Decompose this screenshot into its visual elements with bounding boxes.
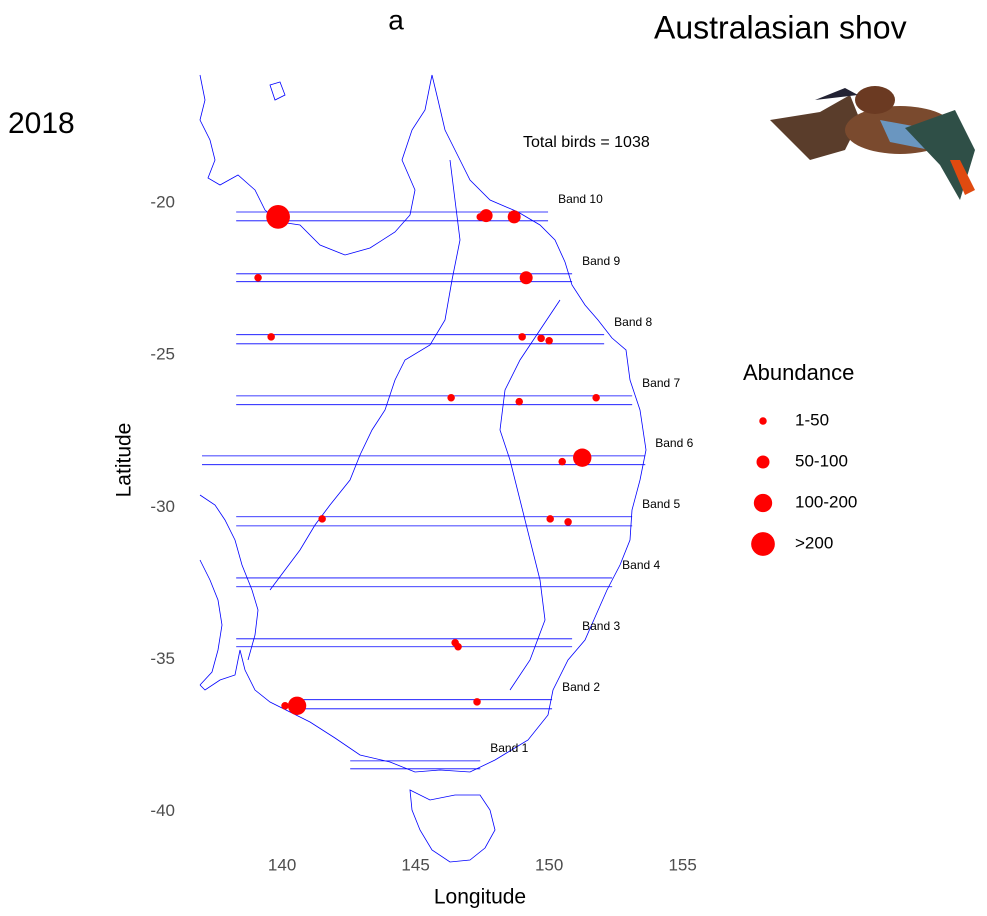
point — [592, 394, 600, 402]
x-tick-label: 140 — [268, 855, 296, 874]
chart-title: Australasian shov — [654, 9, 907, 45]
point — [573, 448, 591, 466]
x-tick-label: 150 — [535, 855, 563, 874]
y-axis-title: Latitude — [113, 423, 136, 498]
x-axis-title: Longitude — [434, 886, 526, 909]
point — [518, 333, 526, 341]
x-tick-label: 155 — [668, 855, 696, 874]
band-label: Band 8 — [614, 315, 652, 329]
point — [281, 702, 289, 710]
legend-marker — [751, 532, 775, 556]
band-label: Band 1 — [490, 741, 528, 755]
point — [266, 205, 290, 229]
point — [515, 398, 523, 406]
legend-label: 100-200 — [795, 492, 857, 511]
band-label: Band 5 — [642, 497, 680, 511]
point — [558, 458, 566, 466]
band-label: Band 7 — [642, 376, 680, 390]
point — [288, 697, 306, 715]
duck-illustration — [770, 86, 975, 200]
point — [564, 518, 572, 526]
band-label: Band 3 — [582, 619, 620, 633]
point — [254, 274, 262, 282]
point — [454, 643, 462, 651]
y-tick-label: -30 — [150, 497, 175, 516]
legend-marker — [757, 456, 770, 469]
panel-label: a — [388, 4, 404, 35]
legend-label: 50-100 — [795, 451, 848, 470]
y-tick-label: -35 — [150, 649, 175, 668]
legend-marker — [754, 494, 772, 512]
band-label: Band 10 — [558, 192, 603, 206]
x-tick-label: 145 — [401, 855, 429, 874]
year-label: 2018 — [8, 107, 75, 140]
point — [480, 209, 493, 222]
legend-title: Abundance — [743, 360, 854, 385]
annotation: Total birds = 1038 — [523, 134, 650, 151]
y-tick-label: -40 — [150, 801, 175, 820]
point — [520, 271, 533, 284]
legend-label: 1-50 — [795, 410, 829, 429]
point — [267, 333, 275, 341]
legend-marker — [759, 417, 767, 425]
chart: a Australasian shov 2018 Total birds = 1… — [0, 0, 987, 916]
band-label: Band 6 — [655, 436, 693, 450]
point — [545, 337, 553, 345]
band-label: Band 9 — [582, 254, 620, 268]
point — [447, 394, 455, 402]
legend-label: >200 — [795, 533, 833, 552]
point — [473, 698, 481, 706]
point — [546, 515, 554, 523]
band-label: Band 2 — [562, 680, 600, 694]
point — [318, 515, 326, 523]
point — [508, 210, 521, 223]
y-tick-label: -20 — [150, 192, 175, 211]
point — [537, 335, 545, 343]
band-label: Band 4 — [622, 558, 660, 572]
y-tick-label: -25 — [150, 345, 175, 364]
